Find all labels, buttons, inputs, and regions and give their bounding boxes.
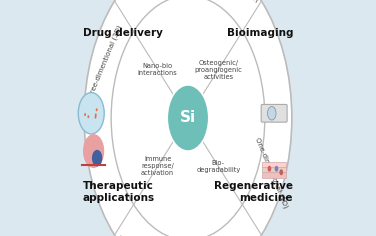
Ellipse shape bbox=[268, 106, 276, 120]
Text: Three-dimentional (3D): Three-dimentional (3D) bbox=[86, 24, 123, 102]
Text: Osteogenic/
proangiogenic
activities: Osteogenic/ proangiogenic activities bbox=[194, 60, 242, 80]
Ellipse shape bbox=[95, 113, 97, 116]
Ellipse shape bbox=[94, 116, 97, 119]
Text: Bio-
degradability: Bio- degradability bbox=[196, 160, 241, 173]
Ellipse shape bbox=[84, 113, 86, 116]
Ellipse shape bbox=[78, 93, 104, 134]
Text: Si: Si bbox=[180, 110, 196, 126]
Bar bbox=[262, 162, 286, 167]
Bar bbox=[262, 173, 286, 177]
Ellipse shape bbox=[96, 108, 98, 111]
Ellipse shape bbox=[167, 85, 209, 151]
Ellipse shape bbox=[84, 0, 292, 236]
Text: Bioimaging: Bioimaging bbox=[226, 28, 293, 38]
Text: Drug delivery: Drug delivery bbox=[83, 28, 163, 38]
Text: Zero-dimentional (0D): Zero-dimentional (0D) bbox=[185, 0, 260, 3]
Ellipse shape bbox=[92, 150, 102, 166]
Text: One-dimentional (1D): One-dimentional (1D) bbox=[254, 137, 289, 209]
Text: Immune
response/
activation: Immune response/ activation bbox=[141, 156, 174, 176]
Ellipse shape bbox=[83, 134, 104, 168]
Ellipse shape bbox=[268, 166, 271, 172]
Bar bbox=[262, 167, 286, 173]
Ellipse shape bbox=[111, 0, 265, 236]
Ellipse shape bbox=[274, 166, 278, 172]
Text: Therapeutic
applications: Therapeutic applications bbox=[83, 181, 155, 203]
Text: Two-dimentional (2D): Two-dimentional (2D) bbox=[118, 234, 189, 236]
Text: Regenerative
medicine: Regenerative medicine bbox=[214, 181, 293, 203]
Text: Nano-bio
interactions: Nano-bio interactions bbox=[138, 63, 177, 76]
Ellipse shape bbox=[279, 169, 283, 175]
FancyBboxPatch shape bbox=[261, 104, 287, 122]
Ellipse shape bbox=[87, 115, 89, 118]
